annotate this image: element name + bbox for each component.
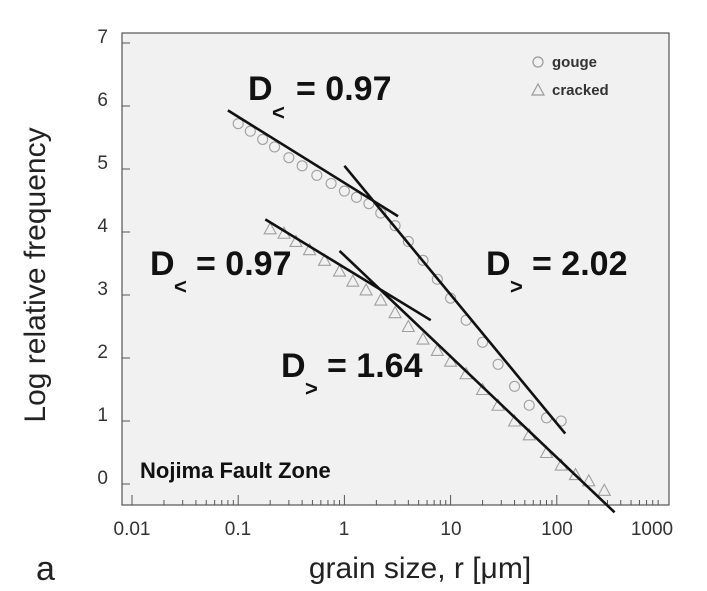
- gouge-point: [338, 185, 350, 197]
- x-tick-label: 1: [339, 519, 350, 540]
- gouge-point: [311, 169, 323, 181]
- plot-background: [121, 32, 670, 506]
- y-axis-label: Log relative frequency: [19, 127, 52, 422]
- cracked-point: [581, 473, 596, 487]
- gouge-point: [325, 177, 337, 190]
- fit-line: [264, 218, 432, 322]
- gouge-point: [402, 235, 414, 247]
- gouge-point: [283, 152, 295, 164]
- legend-label-gouge: gouge: [552, 54, 597, 71]
- y-tick-label: 3: [97, 279, 108, 300]
- inset-label: Nojima Fault Zone: [140, 458, 331, 483]
- annotation-value: = 1.64: [327, 347, 423, 385]
- gouge-point: [296, 160, 308, 172]
- y-tick-label: 7: [97, 27, 108, 48]
- annotation-sub: <: [174, 274, 187, 299]
- legend-circle-marker: [532, 56, 544, 68]
- gouge-point: [523, 399, 535, 411]
- gouge-point: [269, 141, 281, 153]
- gouge-point: [492, 358, 504, 370]
- legend: gouge cracked: [530, 54, 609, 99]
- cracked-point: [597, 483, 612, 496]
- gouge-point: [350, 191, 363, 203]
- cracked-point: [373, 292, 388, 306]
- x-tick-label: 1000: [631, 519, 673, 540]
- cracked-point: [359, 282, 374, 296]
- gouge-point: [244, 125, 256, 137]
- fit-line: [343, 165, 567, 435]
- y-tick-label: 2: [97, 342, 108, 363]
- y-tick-label: 1: [97, 405, 108, 426]
- gouge-point: [417, 254, 429, 266]
- annotation-value: = 0.97: [296, 70, 391, 108]
- cracked-point: [317, 253, 332, 266]
- annotation-sub: <: [272, 100, 285, 125]
- annotation-d-less-lower: D < = 0.97: [150, 245, 291, 299]
- annotation-main: D: [150, 245, 175, 283]
- gouge-point: [257, 133, 269, 145]
- annotation-sub: >: [510, 274, 523, 299]
- fit-line: [338, 249, 616, 514]
- cracked-point: [388, 305, 402, 319]
- cracked-point: [263, 221, 278, 235]
- cracked-point: [332, 263, 347, 277]
- cracked-point: [430, 343, 445, 356]
- y-tick-label: 0: [97, 468, 108, 489]
- axis-ticks: [122, 42, 659, 505]
- annotation-d-greater-upper: D > = 2.02: [486, 245, 627, 299]
- panel-label: a: [36, 550, 55, 588]
- cracked-point: [416, 331, 430, 345]
- annotation-d-less-upper: D < = 0.97: [248, 70, 391, 125]
- annotation-main: D: [248, 70, 273, 108]
- annotation-sub: >: [305, 376, 318, 401]
- fit-lines: [227, 109, 616, 514]
- x-tick-label: 0.1: [225, 519, 251, 540]
- x-tick-label: 100: [541, 519, 573, 540]
- gouge-point: [232, 118, 244, 130]
- fit-line: [227, 109, 399, 218]
- x-tick-label: 10: [440, 519, 461, 540]
- cracked-point: [345, 273, 360, 287]
- legend-label-cracked: cracked: [552, 82, 609, 99]
- y-tick-label: 5: [97, 153, 108, 174]
- legend-triangle-marker: [530, 82, 546, 96]
- y-tick-label: 4: [97, 216, 108, 237]
- annotation-main: D: [486, 245, 511, 283]
- plot-area: [121, 32, 670, 506]
- annotation-value: = 0.97: [196, 245, 291, 283]
- y-tick-label: 6: [97, 90, 108, 111]
- gouge-point: [477, 336, 489, 348]
- gouge-point: [431, 273, 443, 285]
- annotation-value: = 2.02: [532, 245, 627, 283]
- x-axis-label: grain size, r [μm]: [309, 552, 531, 585]
- gouge-point: [508, 380, 521, 392]
- annotation-main: D: [281, 347, 306, 385]
- annotation-d-greater-lower: D > = 1.64: [281, 347, 423, 401]
- gouge-point: [389, 220, 401, 232]
- cracked-point: [401, 319, 416, 333]
- x-tick-label: 0.01: [114, 519, 151, 540]
